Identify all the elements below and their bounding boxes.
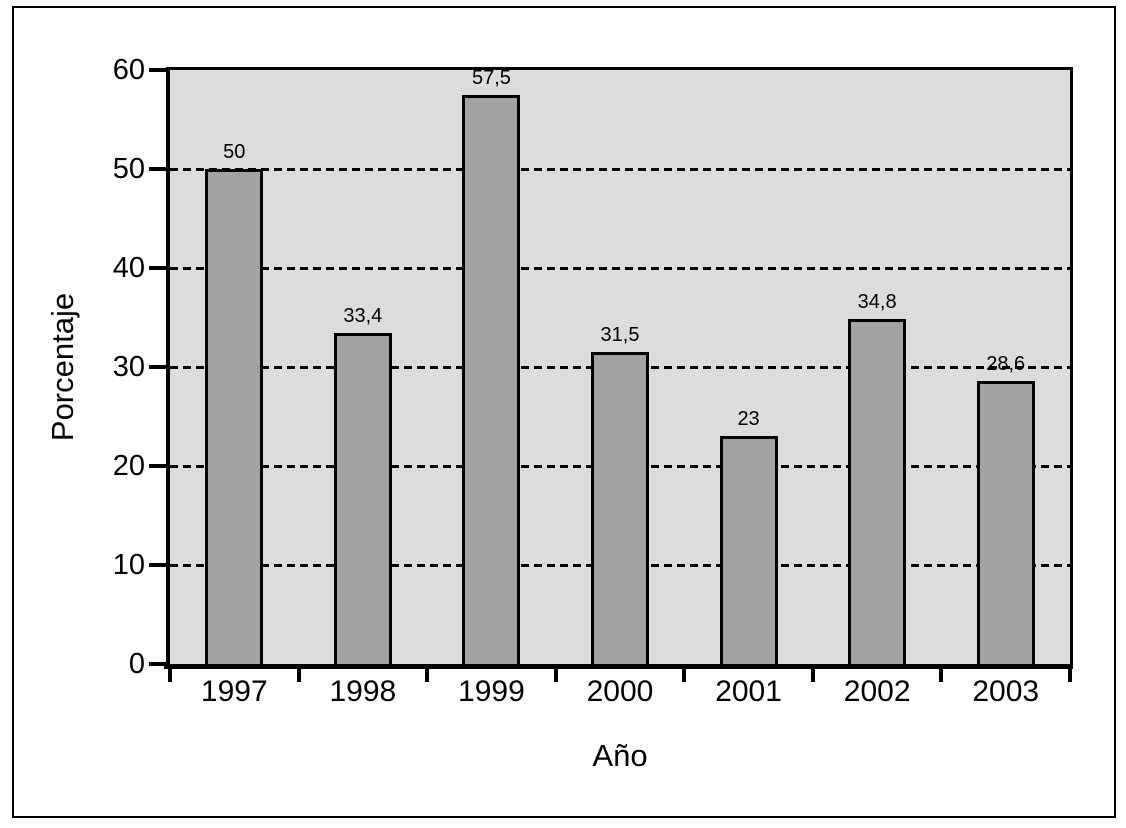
bar-value-label-2001: 23 (737, 408, 760, 431)
x-tick-label-2001: 2001 (715, 675, 782, 708)
y-tick-10 (149, 563, 166, 567)
bar-2001 (719, 436, 778, 664)
x-axis-line (164, 664, 1073, 669)
x-tick-label-1999: 1999 (458, 675, 525, 708)
x-axis-title: Año (592, 738, 648, 773)
x-tick-3 (553, 669, 558, 682)
bar-2000 (591, 352, 649, 664)
y-tick-60 (149, 68, 166, 72)
y-tick-label-30: 30 (112, 351, 145, 383)
bar-value-label-2002: 34,8 (857, 291, 897, 314)
x-tick-label-2000: 2000 (586, 675, 654, 708)
y-axis-title: Porcentaje (45, 292, 80, 442)
gridline-50 (170, 167, 1070, 171)
x-tick-7 (1068, 669, 1072, 682)
bar-1997 (205, 169, 264, 664)
x-tick-4 (682, 669, 687, 682)
x-tick-label-2002: 2002 (843, 675, 911, 708)
x-tick-2 (425, 669, 430, 682)
bar-1999 (462, 94, 521, 664)
y-tick-label-0: 0 (128, 648, 145, 680)
y-tick-40 (149, 266, 166, 270)
bar-value-label-1999: 57,5 (471, 66, 511, 89)
bar-1998 (333, 333, 392, 664)
bar-2002 (848, 319, 907, 664)
y-tick-label-10: 10 (112, 549, 145, 581)
x-tick-1 (296, 669, 301, 682)
y-tick-20 (149, 464, 166, 468)
gridline-40 (170, 266, 1070, 270)
plot-right-border (1070, 67, 1073, 667)
x-tick-5 (810, 669, 815, 682)
x-tick-label-1997: 1997 (200, 675, 268, 708)
x-tick-label-1998: 1998 (329, 675, 397, 708)
y-tick-50 (149, 167, 166, 171)
bar-value-label-2000: 31,5 (600, 324, 640, 347)
y-tick-0 (149, 662, 166, 666)
bar-2003 (976, 380, 1035, 664)
figure-frame (12, 6, 1116, 818)
y-axis-line (166, 67, 170, 669)
x-tick-0 (168, 669, 172, 682)
y-tick-label-50: 50 (112, 153, 145, 185)
y-tick-label-40: 40 (112, 252, 145, 284)
plot-top-border (167, 67, 1073, 70)
bar-value-label-2003: 28,6 (986, 352, 1026, 375)
bar-value-label-1997: 50 (223, 141, 246, 163)
y-tick-label-20: 20 (112, 450, 145, 482)
bars-layer: 50 33,4 57,5 31,5 23 34,8 28,6 (170, 66, 1070, 664)
y-tick-label-60: 60 (112, 54, 145, 86)
x-tick-6 (939, 669, 944, 682)
x-tick-label-2003: 2003 (972, 675, 1040, 708)
bar-value-label-1998: 33,4 (343, 305, 383, 328)
y-tick-30 (149, 365, 166, 369)
